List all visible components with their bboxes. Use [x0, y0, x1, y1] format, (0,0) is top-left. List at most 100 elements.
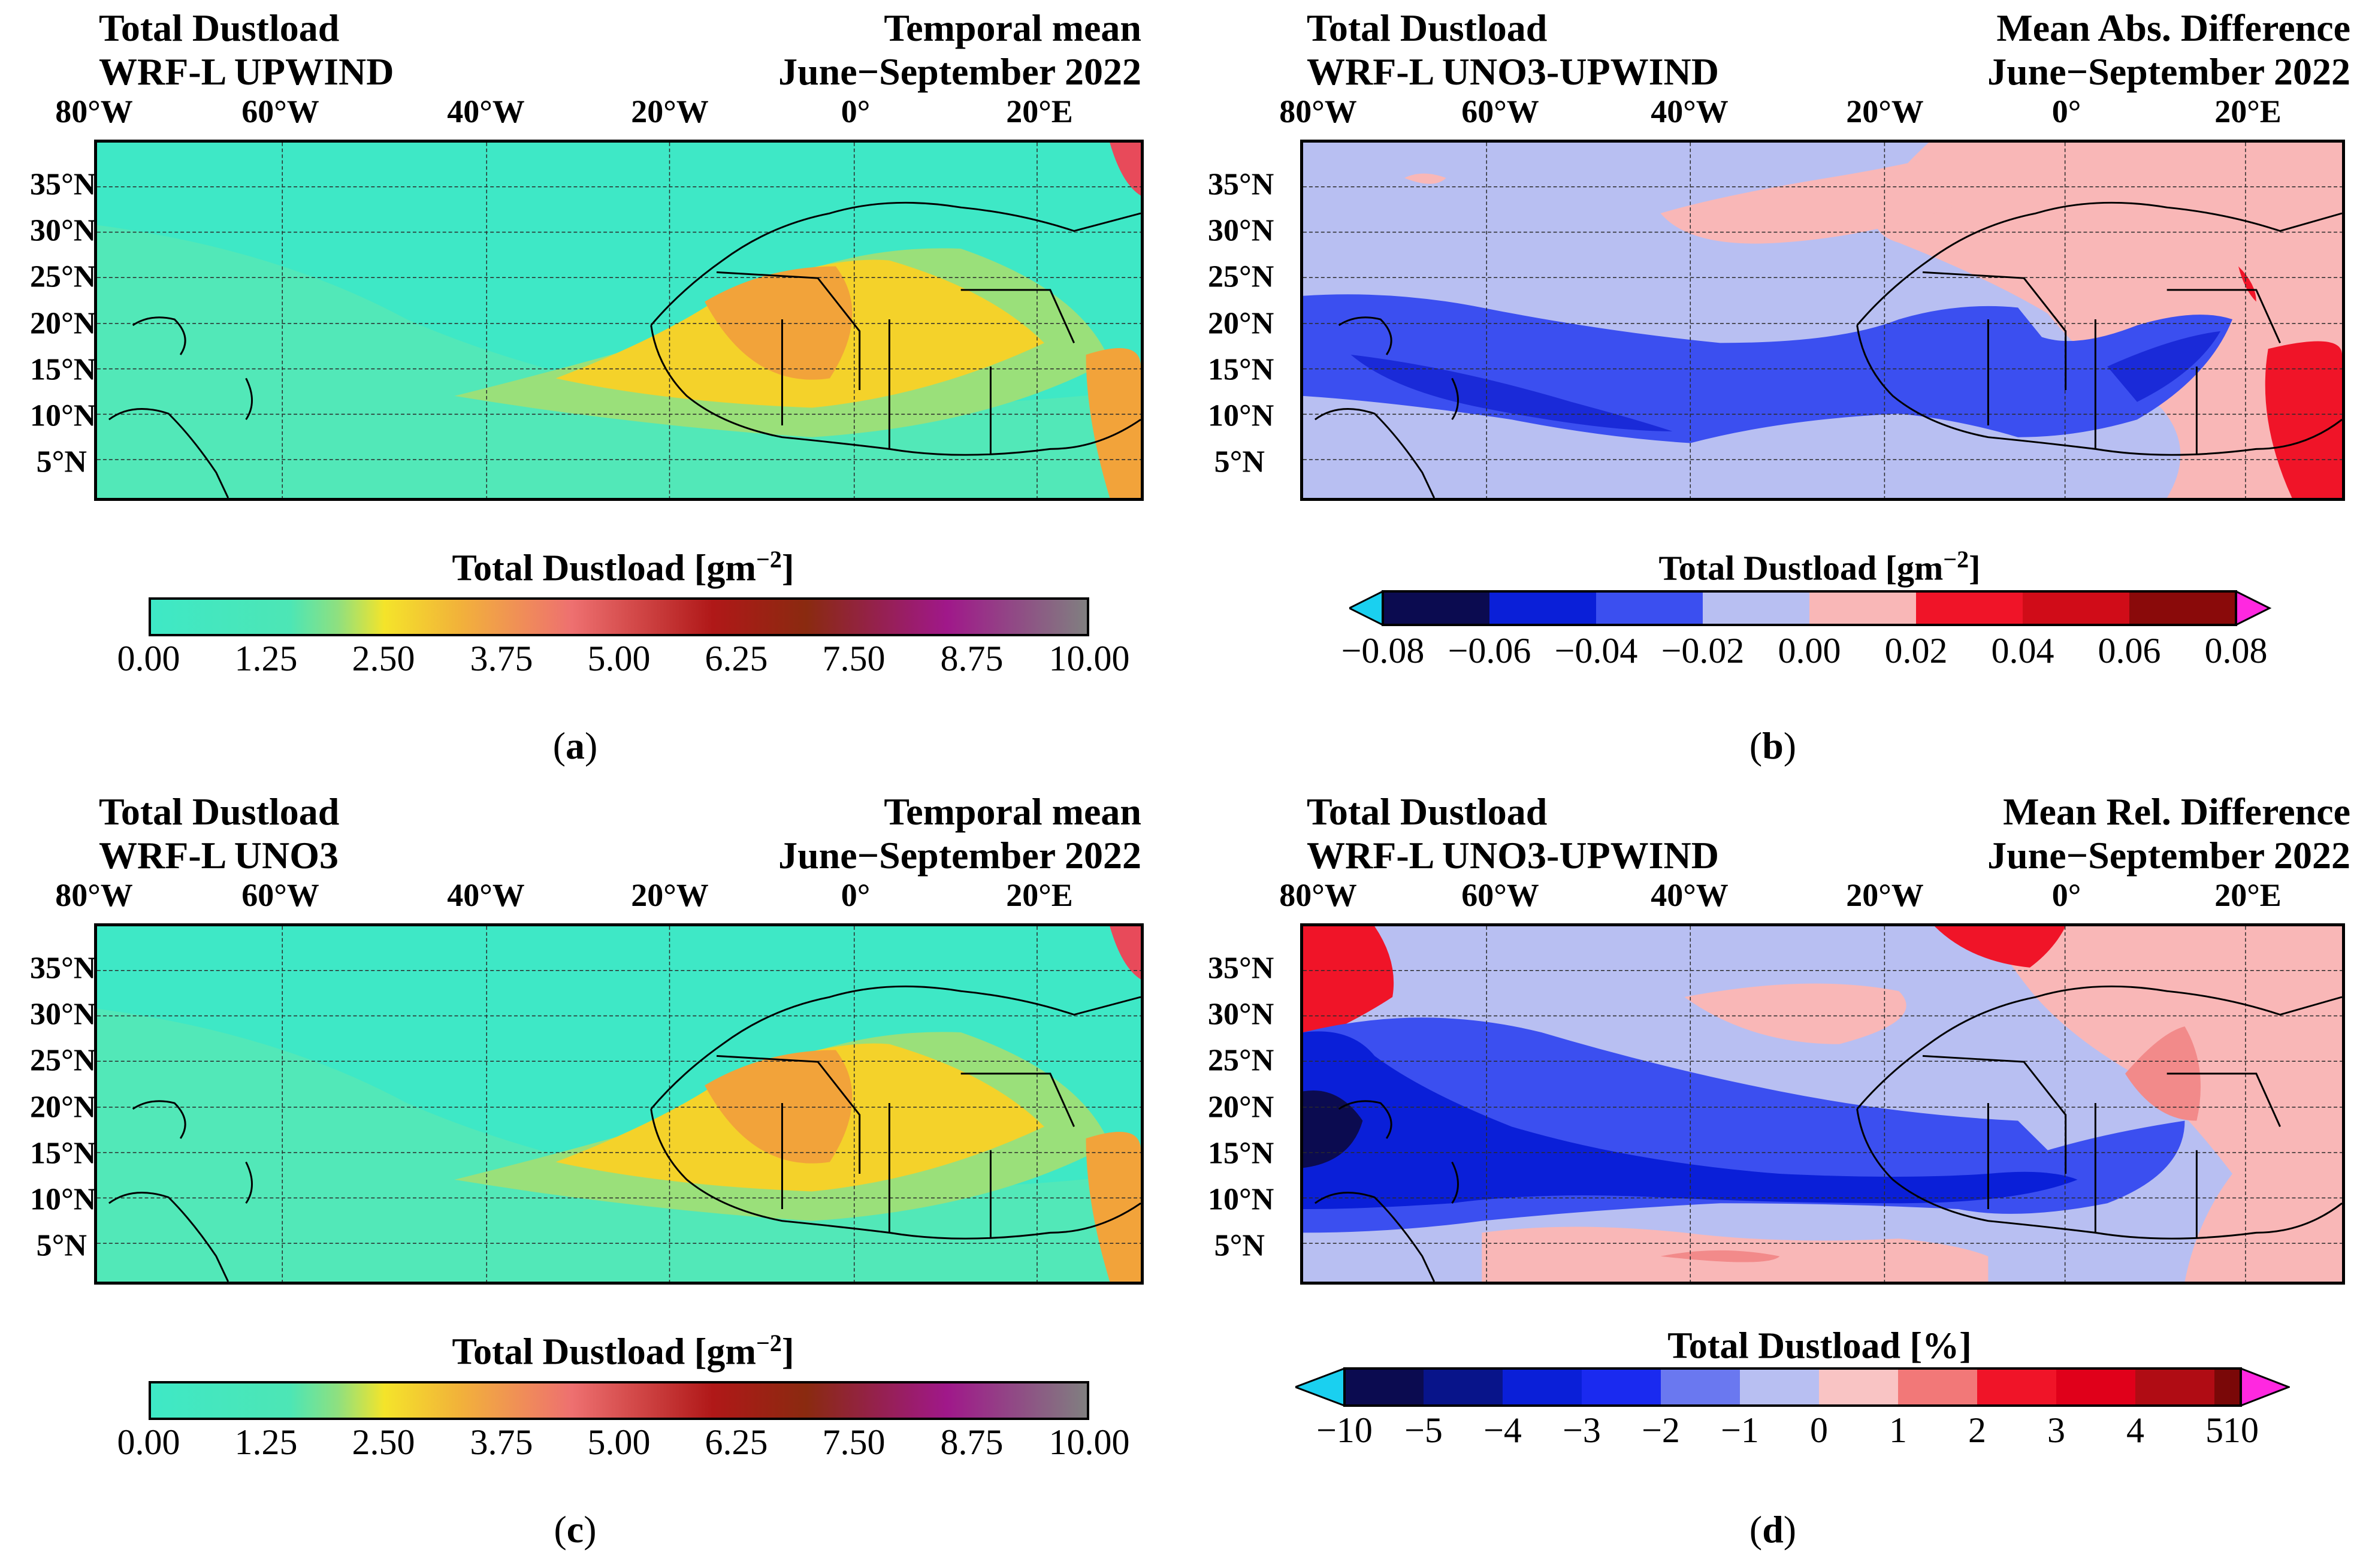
colorbar-tick: 2.50 — [352, 1422, 415, 1462]
lat-label: 20°N — [1208, 1090, 1274, 1125]
panel-label-letter: c — [566, 1508, 584, 1551]
strong-positive-north — [1934, 926, 2066, 968]
colorbar-label-unit-exponent: −2 — [756, 1330, 782, 1356]
lon-label: 20°E — [1006, 877, 1073, 913]
lat-label: 35°N — [1208, 951, 1274, 986]
colorbar-tick: 10 — [2223, 1410, 2259, 1450]
panel-title-left: Total Dustload WRF-L UNO3-UPWIND — [1307, 790, 1719, 877]
lat-label: 5°N — [1214, 445, 1265, 479]
lat-label: 30°N — [1208, 997, 1274, 1032]
colorbar-label-close: ] — [1969, 548, 1981, 588]
panel-label: (d) — [1749, 1507, 1796, 1552]
lon-label: 20°W — [631, 877, 709, 913]
panel-label-open: ( — [554, 1508, 567, 1551]
title-statistic: Mean Abs. Difference — [1996, 7, 2350, 49]
panel-label-close: ) — [584, 1508, 597, 1551]
colorbar-tick: 5.00 — [587, 1422, 651, 1462]
colorbar-tick: 4 — [2126, 1410, 2144, 1450]
colorbar-tick: 5 — [2205, 1410, 2223, 1450]
lat-label: 30°N — [30, 997, 96, 1032]
colorbar-scale — [149, 597, 1089, 636]
title-statistic: Mean Rel. Difference — [2003, 790, 2350, 833]
colorbar-bin — [1424, 1368, 1503, 1406]
panel-label-close: ) — [585, 724, 598, 767]
colorbar-label: Total Dustload [%] — [1667, 1323, 1972, 1368]
colorbar-bin — [1740, 1368, 1819, 1406]
lon-label: 40°W — [447, 93, 525, 129]
lon-label: 20°E — [2214, 877, 2282, 913]
positive-patch — [1404, 173, 1446, 184]
lon-label: 60°W — [241, 93, 319, 129]
title-statistic: Temporal mean — [884, 7, 1141, 49]
lat-label: 35°N — [30, 167, 96, 202]
colorbar-bin — [1344, 1368, 1424, 1406]
colorbar-tick: 7.50 — [822, 639, 886, 678]
colorbar-tick: −0.04 — [1554, 631, 1638, 670]
panel-title-right: Temporal mean June−September 2022 — [778, 790, 1141, 877]
panel-title-left: Total Dustload WRF-L UNO3 — [99, 790, 339, 877]
colorbar-tick: 2.50 — [352, 639, 415, 678]
dust-hotspot — [705, 266, 853, 380]
title-period: June−September 2022 — [778, 50, 1141, 93]
dust-hotspot-northeast — [1110, 926, 1141, 980]
colorbar-bin — [1582, 1368, 1661, 1406]
colorbar-tick: −0.08 — [1341, 631, 1425, 670]
colorbar-bin — [2129, 591, 2236, 625]
lat-label: 25°N — [1208, 1043, 1274, 1078]
title-variable: Total Dustload — [1307, 7, 1548, 49]
title-period: June−September 2022 — [1987, 834, 2350, 877]
colorbar-extend-min — [1295, 1367, 1346, 1407]
colorbar-bin — [1916, 591, 2023, 625]
colorbar-bin — [1977, 1368, 2056, 1406]
lon-label: 80°W — [1279, 877, 1357, 913]
rel-difference-field — [1303, 926, 2342, 1282]
lon-label: 80°W — [55, 93, 133, 129]
coastlines — [108, 201, 1141, 498]
lat-label: 20°N — [30, 306, 96, 341]
colorbar-label-close: ] — [781, 1331, 794, 1373]
colorbar-bin — [1596, 591, 1703, 625]
strong-positive-northwest — [1303, 926, 1394, 1044]
lon-label: 80°W — [1279, 93, 1357, 129]
positive-patch-atlantic — [1684, 983, 1906, 1044]
colorbar — [1295, 1367, 2290, 1407]
colorbar-tick: −1 — [1721, 1410, 1759, 1450]
colorbar-tick: 3.75 — [470, 639, 533, 678]
coastlines — [1314, 985, 2342, 1282]
lon-label: 0° — [841, 93, 871, 129]
colorbar-extend-max — [2235, 590, 2272, 626]
colorbar-bin — [1898, 1368, 1977, 1406]
lon-label: 40°W — [1651, 877, 1729, 913]
lon-label: 40°W — [447, 877, 525, 913]
abs-difference-field — [1303, 143, 2342, 498]
dust-hotspot-east — [1086, 348, 1141, 498]
panel-label-open: ( — [1749, 724, 1763, 767]
colorbar-label: Total Dustload [gm−2] — [452, 545, 794, 590]
graticule — [97, 926, 1141, 1282]
lon-label: 0° — [2051, 877, 2081, 913]
lat-label: 35°N — [1208, 167, 1274, 202]
colorbar-tick: 8.75 — [940, 639, 1004, 678]
lat-label: 15°N — [1208, 1136, 1274, 1171]
colorbar-tick: 6.25 — [705, 639, 768, 678]
lon-label: 40°W — [1651, 93, 1729, 129]
colorbar-bin — [1809, 591, 1916, 625]
abs-difference-map — [1300, 140, 2345, 501]
colorbar-bin — [2135, 1368, 2214, 1406]
colorbar-tick: 3 — [2047, 1410, 2065, 1450]
colorbar-tick: −4 — [1483, 1410, 1522, 1450]
dust-hotspot — [705, 1050, 853, 1164]
strong-negative-region — [1303, 1031, 2078, 1210]
lon-label: 60°W — [241, 877, 319, 913]
lon-label: 60°W — [1461, 877, 1539, 913]
colorbar-label-text: Total Dustload [gm — [452, 548, 757, 589]
panel-d: Total Dustload WRF-L UNO3-UPWIND Mean Re… — [1183, 784, 2360, 1567]
colorbar — [149, 597, 1089, 636]
colorbar-bin — [1503, 1368, 1582, 1406]
colorbar-tick: 0.02 — [1884, 631, 1948, 670]
colorbar-tick: −10 — [1316, 1410, 1373, 1450]
strong-negative-core — [1350, 355, 1673, 431]
rel-difference-map — [1300, 923, 2345, 1285]
positive-region — [1988, 926, 2342, 1282]
dustload-field — [97, 143, 1141, 498]
